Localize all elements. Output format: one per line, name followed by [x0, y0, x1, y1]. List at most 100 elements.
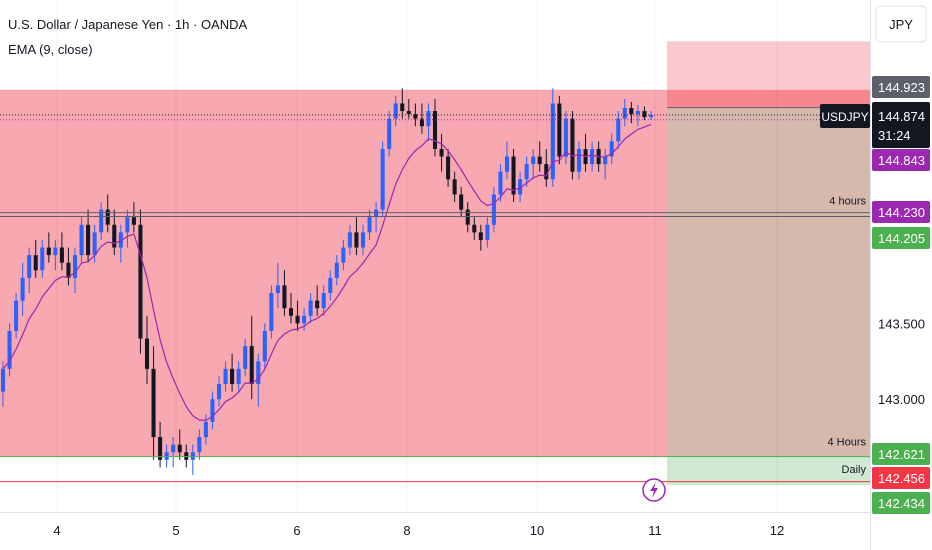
- price-badge: 142.621: [872, 443, 930, 465]
- candle-body: [367, 217, 372, 233]
- zone-label: Daily: [842, 464, 867, 476]
- candle: [354, 217, 359, 256]
- candle-body: [328, 277, 333, 294]
- candle: [472, 217, 477, 240]
- candle-body: [439, 148, 444, 157]
- candle: [491, 186, 496, 233]
- candle-body: [203, 421, 208, 438]
- candle-body: [465, 209, 470, 225]
- candle: [393, 95, 398, 127]
- candle-body: [269, 293, 274, 331]
- candle: [59, 232, 64, 271]
- candle: [288, 293, 294, 324]
- candle-body: [151, 368, 156, 438]
- candle-body: [393, 103, 398, 119]
- candle: [99, 202, 104, 240]
- candle: [374, 202, 379, 233]
- currency-button[interactable]: [875, 5, 927, 43]
- price-badge: 142.456: [872, 467, 930, 489]
- candle-body: [315, 300, 320, 309]
- candle: [590, 141, 595, 172]
- supply-4h-zone: [0, 89, 667, 457]
- candle-body: [629, 108, 634, 115]
- price-badge: 144.923: [872, 76, 930, 98]
- candle: [72, 247, 78, 294]
- candle: [131, 202, 136, 233]
- candle: [570, 111, 575, 180]
- indicator-label: EMA (9, close): [8, 42, 93, 57]
- candle: [40, 239, 45, 278]
- candle-body: [524, 164, 529, 180]
- candle-body: [485, 224, 490, 240]
- candle: [452, 171, 457, 203]
- candle: [262, 323, 267, 369]
- candle-body: [275, 285, 280, 294]
- y-tick-label: 143.500: [878, 316, 925, 331]
- candle: [112, 209, 117, 256]
- candle: [53, 239, 58, 271]
- candle-body: [413, 114, 418, 119]
- candle-body: [197, 437, 202, 453]
- candle: [269, 285, 274, 339]
- candle-body: [86, 224, 91, 256]
- candle-body: [518, 179, 523, 195]
- candle: [86, 209, 91, 263]
- candle-body: [256, 361, 261, 385]
- candle-body: [53, 247, 58, 256]
- candle: [66, 247, 71, 286]
- candle-body: [79, 224, 84, 256]
- candle-body: [92, 232, 97, 256]
- candle-body: [308, 300, 313, 316]
- candle-body: [112, 224, 117, 248]
- candle-body: [171, 444, 176, 453]
- candle: [648, 111, 654, 121]
- x-tick-label: 4: [53, 523, 60, 538]
- alert-icon[interactable]: [642, 478, 666, 502]
- candle-body: [563, 118, 568, 157]
- candle: [550, 88, 555, 187]
- candle-body: [459, 194, 464, 210]
- candle: [256, 353, 261, 407]
- candle-body: [374, 209, 379, 218]
- candle: [459, 186, 464, 218]
- candle: [544, 148, 549, 187]
- candle: [367, 209, 372, 240]
- candle: [308, 293, 313, 324]
- candle: [33, 239, 38, 278]
- candle-body: [354, 232, 359, 248]
- candle-body: [295, 315, 300, 324]
- candle-body: [452, 179, 457, 195]
- candle-body: [131, 217, 136, 225]
- candles-layer: [0, 88, 654, 475]
- currency-label: JPY: [889, 17, 913, 32]
- candle: [465, 202, 470, 233]
- candle: [184, 444, 189, 468]
- candle: [216, 376, 222, 407]
- candle-body: [216, 384, 222, 400]
- candle: [563, 111, 568, 165]
- candle: [400, 88, 405, 119]
- candle-body: [334, 262, 339, 278]
- candle: [0, 361, 6, 407]
- candle-body: [190, 452, 195, 460]
- time-axis[interactable]: [0, 512, 870, 550]
- zone-label: 4 Hours: [827, 437, 866, 449]
- candle-body: [177, 444, 182, 453]
- candle-body: [288, 308, 294, 316]
- candle-body: [7, 330, 12, 369]
- candle-body: [478, 232, 483, 240]
- target-zone: [667, 456, 870, 485]
- candle-body: [642, 111, 647, 118]
- candle-body: [648, 115, 654, 118]
- candle-body: [138, 224, 143, 339]
- hlines-layer: [0, 107, 870, 483]
- candle-body: [544, 164, 549, 180]
- candle-body: [72, 255, 78, 278]
- candle: [46, 232, 51, 263]
- candle: [249, 315, 254, 400]
- candle-body: [341, 247, 346, 263]
- candle-body: [491, 194, 496, 225]
- candle-body: [498, 171, 503, 195]
- symbol-badge: [820, 104, 870, 128]
